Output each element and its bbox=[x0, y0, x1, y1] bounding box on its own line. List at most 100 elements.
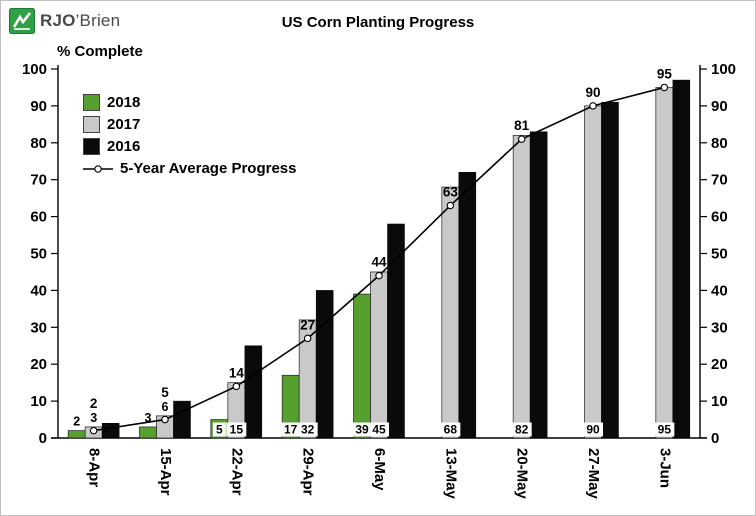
x-tick-label: 3-Jun bbox=[656, 448, 673, 488]
bar-value-label-2018: 2 bbox=[73, 415, 80, 429]
avg-value-label: 5 bbox=[161, 385, 169, 400]
bar-value-label: 32 bbox=[301, 423, 315, 437]
label-chip bbox=[654, 422, 675, 437]
bar-2016-8-Apr bbox=[101, 422, 120, 439]
y-tick-label-right: 10 bbox=[711, 393, 728, 410]
chart-title: US Corn Planting Progress bbox=[281, 14, 475, 31]
label-chip bbox=[297, 422, 318, 437]
avg-value-label: 90 bbox=[585, 85, 600, 100]
label-chip bbox=[280, 422, 301, 437]
x-tick-label: 22-Apr bbox=[228, 448, 245, 496]
bar-2016-3-Jun bbox=[672, 79, 691, 439]
bar-value-label: 95 bbox=[658, 423, 672, 437]
label-chip bbox=[352, 422, 372, 437]
bar-2017-27-May bbox=[584, 105, 602, 439]
bar-value-label: 45 bbox=[372, 423, 386, 437]
y-tick-label-right: 0 bbox=[711, 430, 719, 447]
legend: 2018 2017 2016 5-Year Average Progress bbox=[83, 94, 297, 177]
x-tick-label: 27-May bbox=[585, 448, 602, 500]
avg-value-label: 95 bbox=[657, 66, 673, 81]
y-tick-label-left: 0 bbox=[39, 430, 47, 447]
label-chip bbox=[226, 422, 247, 437]
bar-2016-15-Apr bbox=[173, 400, 191, 439]
avg-value-label: 81 bbox=[514, 118, 530, 133]
y-tick-label-right: 20 bbox=[711, 356, 728, 373]
avg-marker-27-May bbox=[589, 102, 597, 110]
y-tick-label-right: 30 bbox=[711, 319, 728, 336]
y-tick-label-right: 40 bbox=[711, 282, 728, 299]
avg-marker-6-May bbox=[375, 271, 383, 280]
y-tick-label-right: 50 bbox=[711, 246, 728, 263]
logo-brand-suffix: ’Brien bbox=[75, 11, 121, 30]
rjo-brien-logo: RJO’Brien bbox=[9, 8, 120, 34]
bar-value-label: 39 bbox=[355, 423, 369, 437]
y-tick-label-right: 70 bbox=[711, 172, 728, 189]
avg-marker-29-Apr bbox=[303, 334, 312, 343]
legend-label: 5-Year Average Progress bbox=[120, 160, 297, 177]
bar-2018-8-Apr bbox=[67, 430, 86, 439]
x-tick-label: 29-Apr bbox=[300, 448, 317, 496]
legend-item-2017: 2017 bbox=[83, 116, 297, 133]
y-tick-label-right: 60 bbox=[711, 209, 728, 226]
legend-item-5-year-average-progress: 5-Year Average Progress bbox=[83, 160, 297, 177]
legend-label: 2017 bbox=[107, 116, 141, 133]
legend-label: 2018 bbox=[107, 94, 141, 111]
bar-value-label: 90 bbox=[586, 423, 600, 437]
legend-item-2018: 2018 bbox=[83, 94, 297, 111]
y-tick-label-left: 100 bbox=[22, 61, 47, 78]
y-tick-label-left: 70 bbox=[30, 172, 47, 189]
bar-2016-20-May bbox=[529, 131, 548, 439]
bar-value-label: 15 bbox=[230, 423, 244, 437]
bar-2016-29-Apr bbox=[315, 290, 334, 439]
y-tick-label-right: 100 bbox=[711, 61, 736, 78]
x-tick-label: 20-May bbox=[514, 448, 531, 500]
y-tick-label-left: 10 bbox=[30, 393, 47, 410]
bar-2016-22-Apr bbox=[244, 345, 263, 439]
logo-text: RJO’Brien bbox=[40, 11, 120, 31]
bar-value-label-2017: 6 bbox=[162, 400, 169, 414]
bar-2016-13-May bbox=[458, 172, 477, 439]
avg-marker-3-Jun bbox=[660, 83, 669, 92]
bar-2016-27-May bbox=[601, 101, 619, 439]
bar-2017-20-May bbox=[512, 135, 531, 439]
bar-value-label-2017: 3 bbox=[90, 411, 97, 425]
legend-line-marker-icon bbox=[83, 164, 113, 173]
y-tick-label-left: 30 bbox=[30, 319, 47, 336]
y-tick-label-left: 20 bbox=[30, 356, 47, 373]
bar-2017-6-May bbox=[370, 271, 388, 439]
legend-swatch-icon bbox=[83, 94, 100, 111]
label-chip bbox=[511, 422, 532, 437]
bar-value-label: 82 bbox=[515, 423, 529, 437]
bar-value-label-2018: 3 bbox=[145, 411, 152, 425]
y-tick-label-right: 90 bbox=[711, 98, 728, 115]
bar-2018-6-May bbox=[353, 293, 371, 439]
avg-value-label: 63 bbox=[443, 185, 459, 200]
avg-marker-8-Apr bbox=[89, 426, 98, 435]
avg-value-label: 44 bbox=[371, 255, 387, 270]
bar-2017-13-May bbox=[441, 186, 460, 439]
label-chip bbox=[583, 422, 603, 437]
logo-brand: RJO bbox=[40, 11, 76, 30]
label-chip bbox=[440, 422, 461, 437]
legend-swatch-icon bbox=[83, 138, 100, 155]
bar-2017-3-Jun bbox=[655, 87, 674, 439]
bar-2016-6-May bbox=[387, 223, 405, 439]
avg-marker-22-Apr bbox=[232, 382, 241, 391]
x-tick-label: 8-Apr bbox=[86, 448, 103, 487]
avg-value-label: 27 bbox=[300, 317, 315, 332]
bar-value-label: 5 bbox=[216, 423, 223, 437]
bar-value-label: 17 bbox=[284, 423, 298, 437]
label-chip bbox=[212, 422, 226, 437]
legend-swatch-icon bbox=[83, 116, 100, 133]
label-chip bbox=[369, 422, 389, 437]
avg-marker-20-May bbox=[517, 135, 526, 143]
avg-marker-13-May bbox=[446, 201, 455, 210]
x-tick-label: 6-May bbox=[371, 448, 388, 491]
y-tick-label-right: 80 bbox=[711, 135, 728, 152]
avg-value-label: 2 bbox=[90, 396, 98, 411]
y-tick-label-left: 50 bbox=[30, 246, 47, 263]
rjo-brien-logo-icon bbox=[9, 8, 35, 34]
bar-value-label: 68 bbox=[444, 423, 458, 437]
